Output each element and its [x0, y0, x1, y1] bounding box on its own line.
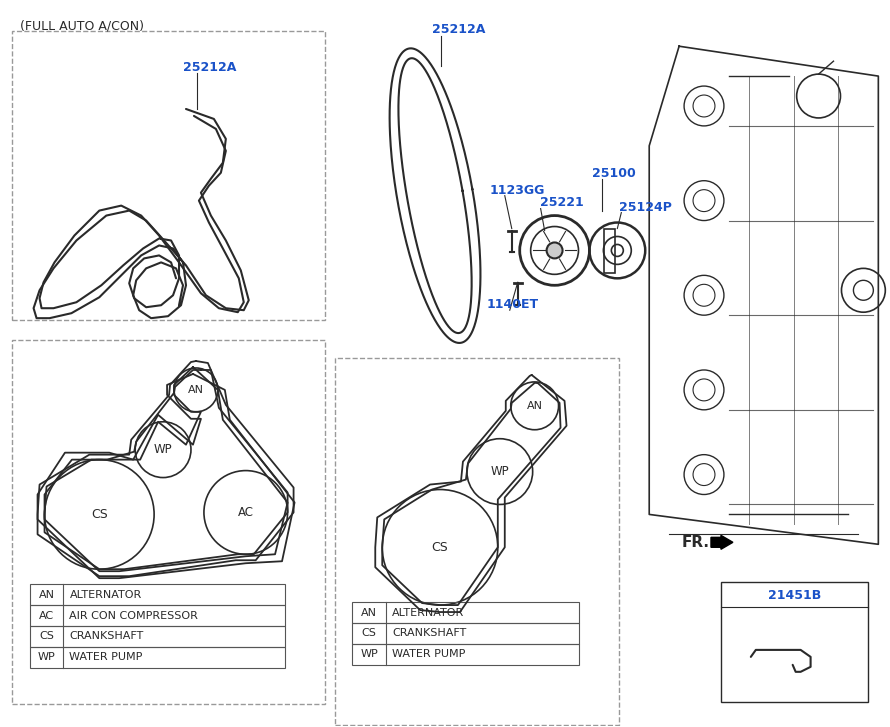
Text: 1140ET: 1140ET: [487, 298, 539, 311]
Text: 1123GG: 1123GG: [490, 184, 546, 197]
Text: ALTERNATOR: ALTERNATOR: [392, 608, 465, 617]
Bar: [352, 644, 579, 665]
Text: CS: CS: [39, 632, 54, 641]
Bar: [12, 31, 326, 320]
Text: CS: CS: [362, 628, 376, 638]
Text: AIR CON COMPRESSOR: AIR CON COMPRESSOR: [69, 611, 198, 621]
Bar: [29, 626, 285, 647]
Bar: [29, 605, 285, 626]
Bar: [29, 585, 285, 605]
Text: AN: AN: [527, 401, 543, 411]
Text: AC: AC: [39, 611, 54, 621]
Circle shape: [546, 243, 562, 258]
Text: AN: AN: [38, 590, 54, 600]
Text: ALTERNATOR: ALTERNATOR: [69, 590, 142, 600]
FancyArrow shape: [711, 535, 732, 550]
Text: AN: AN: [188, 385, 204, 395]
Text: CS: CS: [91, 508, 108, 521]
Text: 25221: 25221: [539, 196, 583, 209]
Text: AC: AC: [238, 506, 254, 519]
Bar: [29, 647, 285, 668]
Text: CS: CS: [432, 541, 449, 554]
Bar: [352, 602, 579, 623]
Bar: [12, 340, 326, 704]
Text: 25212A: 25212A: [183, 61, 237, 74]
Text: 21451B: 21451B: [768, 589, 821, 602]
Bar: [336, 358, 619, 725]
Text: (FULL AUTO A/CON): (FULL AUTO A/CON): [20, 20, 143, 32]
Bar: [604, 228, 615, 273]
Text: WP: WP: [37, 652, 55, 662]
Text: 25212A: 25212A: [432, 23, 485, 36]
Text: FR.: FR.: [682, 535, 710, 550]
Text: CRANKSHAFT: CRANKSHAFT: [392, 628, 466, 638]
Text: WP: WP: [490, 465, 509, 478]
Text: WP: WP: [360, 649, 378, 659]
Text: CRANKSHAFT: CRANKSHAFT: [69, 632, 143, 641]
Text: WATER PUMP: WATER PUMP: [392, 649, 465, 659]
Bar: [352, 623, 579, 644]
Text: WATER PUMP: WATER PUMP: [69, 652, 142, 662]
Text: 25124P: 25124P: [619, 201, 672, 214]
Text: WP: WP: [154, 443, 173, 456]
Text: 25100: 25100: [593, 166, 636, 180]
Text: AN: AN: [361, 608, 377, 617]
Bar: [721, 582, 869, 702]
